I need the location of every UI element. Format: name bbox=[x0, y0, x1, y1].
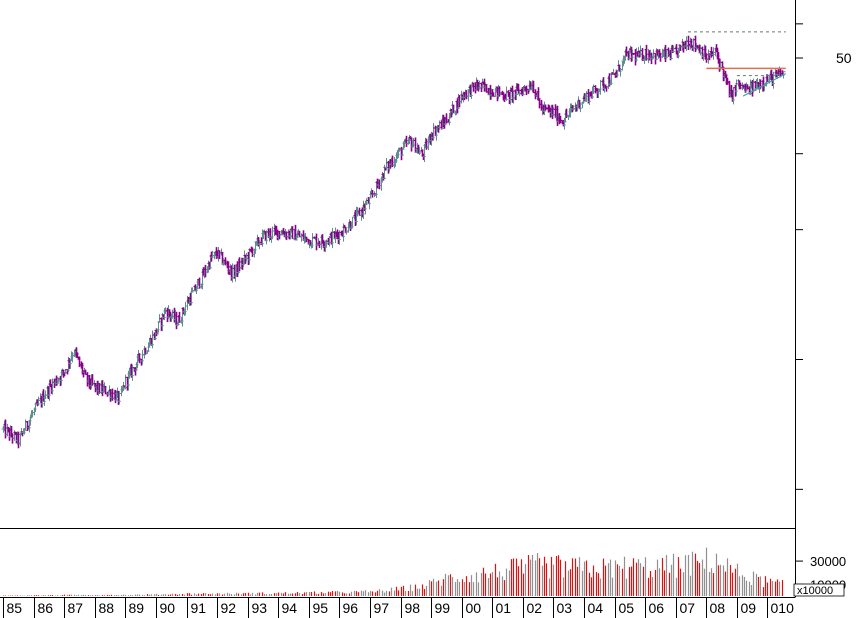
year-label: 90 bbox=[160, 600, 176, 616]
trendline bbox=[742, 73, 787, 97]
price-axis-ticks bbox=[795, 23, 803, 490]
volume-series bbox=[2, 547, 784, 596]
year-label: 05 bbox=[619, 600, 635, 616]
price-bar-up bbox=[598, 79, 603, 95]
year-label: 96 bbox=[343, 600, 359, 616]
year-label: 98 bbox=[405, 600, 421, 616]
year-label: 09 bbox=[741, 600, 757, 616]
year-label: 00 bbox=[466, 600, 482, 616]
year-label: 89 bbox=[129, 600, 145, 616]
year-label: 04 bbox=[588, 600, 604, 616]
volume-tick-label: 30000 bbox=[810, 554, 846, 569]
year-label: 07 bbox=[680, 600, 696, 616]
volume-unit-box bbox=[793, 583, 845, 597]
price-bar-down bbox=[686, 35, 691, 50]
price-annotations bbox=[687, 31, 787, 97]
volume-unit-label: x10000 bbox=[797, 585, 833, 597]
year-label: 93 bbox=[252, 600, 268, 616]
year-label: 85 bbox=[7, 600, 23, 616]
price-tick-label: 50 bbox=[836, 50, 852, 66]
price-bar-down bbox=[314, 233, 319, 251]
year-label: 06 bbox=[649, 600, 665, 616]
time-axis: 85 86 87 88 89 90 91 92 93 94 95 96 97 98 99 00 01 02 03 04… bbox=[3, 598, 795, 618]
year-label: 03 bbox=[557, 600, 573, 616]
year-label: 010 bbox=[771, 600, 795, 616]
year-label: 01 bbox=[496, 600, 512, 616]
year-label: 92 bbox=[221, 600, 237, 616]
year-label: 87 bbox=[68, 600, 84, 616]
year-label: 99 bbox=[435, 600, 451, 616]
year-label: 88 bbox=[99, 600, 115, 616]
year-label: 94 bbox=[282, 600, 298, 616]
year-label: 97 bbox=[374, 600, 390, 616]
year-label: 08 bbox=[710, 600, 726, 616]
year-label: 95 bbox=[313, 600, 329, 616]
price-series bbox=[1, 35, 786, 449]
year-label: 91 bbox=[191, 600, 207, 616]
year-label: 02 bbox=[527, 600, 543, 616]
year-label: 86 bbox=[38, 600, 54, 616]
volume-axis-ticks bbox=[795, 560, 803, 585]
